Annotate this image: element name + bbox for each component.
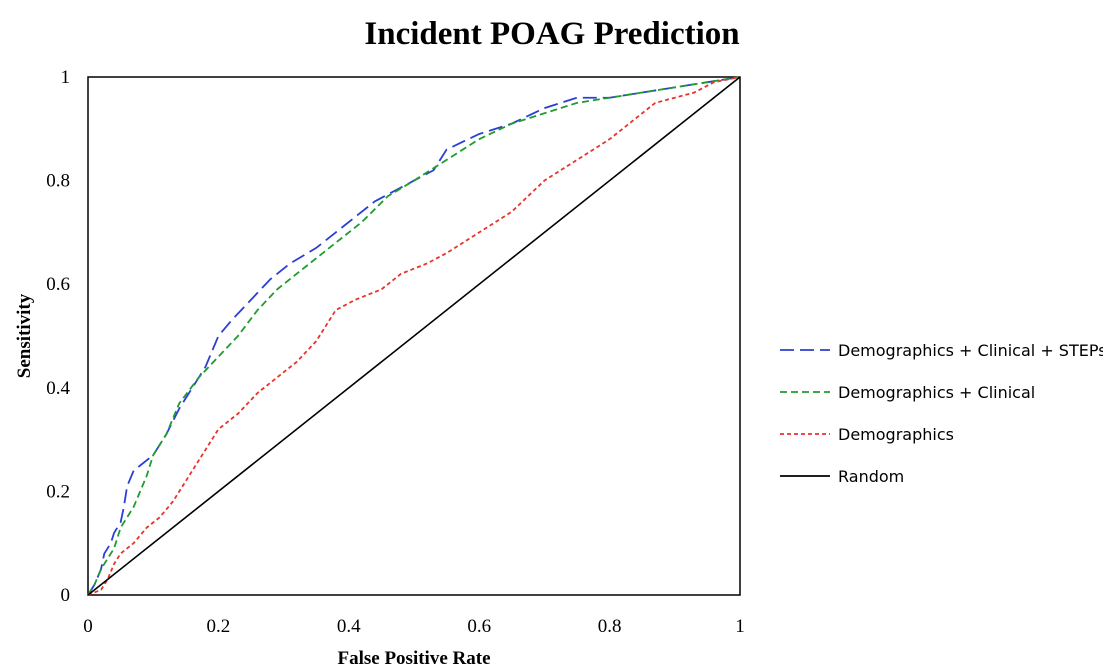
y-tick-label: 0	[61, 585, 71, 606]
series-line-demographics-clinical	[87, 76, 741, 596]
plot-frame	[87, 76, 741, 596]
x-axis-label: False Positive Rate	[337, 648, 490, 669]
y-tick-label: 0.6	[46, 274, 70, 295]
legend: Demographics + Clinical + STEPs Demograph…	[780, 341, 1103, 486]
series-line-random	[87, 76, 741, 596]
x-tick-label: 0.4	[337, 616, 361, 637]
y-tick-label: 0.2	[46, 481, 70, 502]
y-tick-label: 1	[61, 67, 71, 88]
y-axis-label: Sensitivity	[14, 293, 35, 378]
x-tick-label: 1	[735, 616, 745, 637]
x-tick-label: 0.8	[598, 616, 622, 637]
series-line-demographics-clinical-steps	[87, 76, 741, 596]
y-tick-label: 0.8	[46, 171, 70, 192]
legend-label: Demographics + Clinical + STEPs	[838, 341, 1103, 360]
x-tick-label: 0.6	[467, 616, 491, 637]
x-tick-label: 0.2	[207, 616, 231, 637]
legend-label: Random	[838, 467, 904, 486]
series-layer	[87, 76, 741, 596]
y-tick-label: 0.4	[46, 378, 70, 399]
tick-layer: 0 0.2 0.4 0.6 0.8 1 0 0.2 0.4 0.6 0.8 1	[46, 67, 745, 637]
legend-label: Demographics + Clinical	[838, 383, 1035, 402]
chart-title: Incident POAG Prediction	[364, 16, 739, 52]
legend-label: Demographics	[838, 425, 954, 444]
x-tick-label: 0	[83, 616, 93, 637]
series-line-demographics	[87, 76, 741, 596]
